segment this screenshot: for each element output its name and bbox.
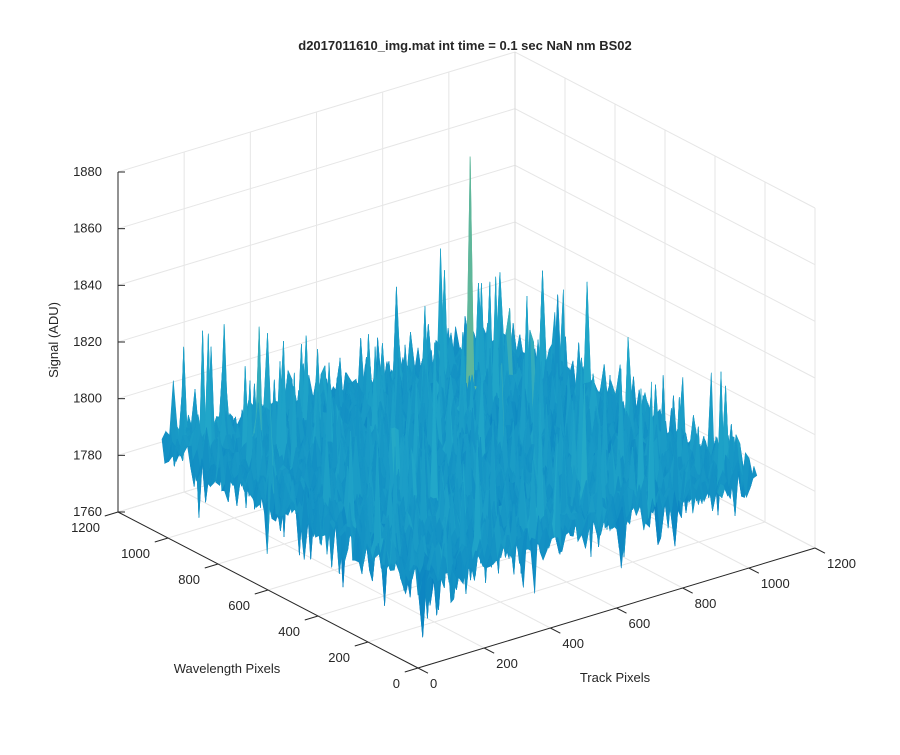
grid-line-z (118, 52, 815, 208)
grid-line-z (118, 109, 815, 265)
surface-layer (162, 157, 757, 638)
grid-line-z (118, 165, 815, 321)
chart-title: d2017011610_img.mat int time = 0.1 sec N… (298, 38, 631, 53)
surface-patch (583, 282, 590, 399)
